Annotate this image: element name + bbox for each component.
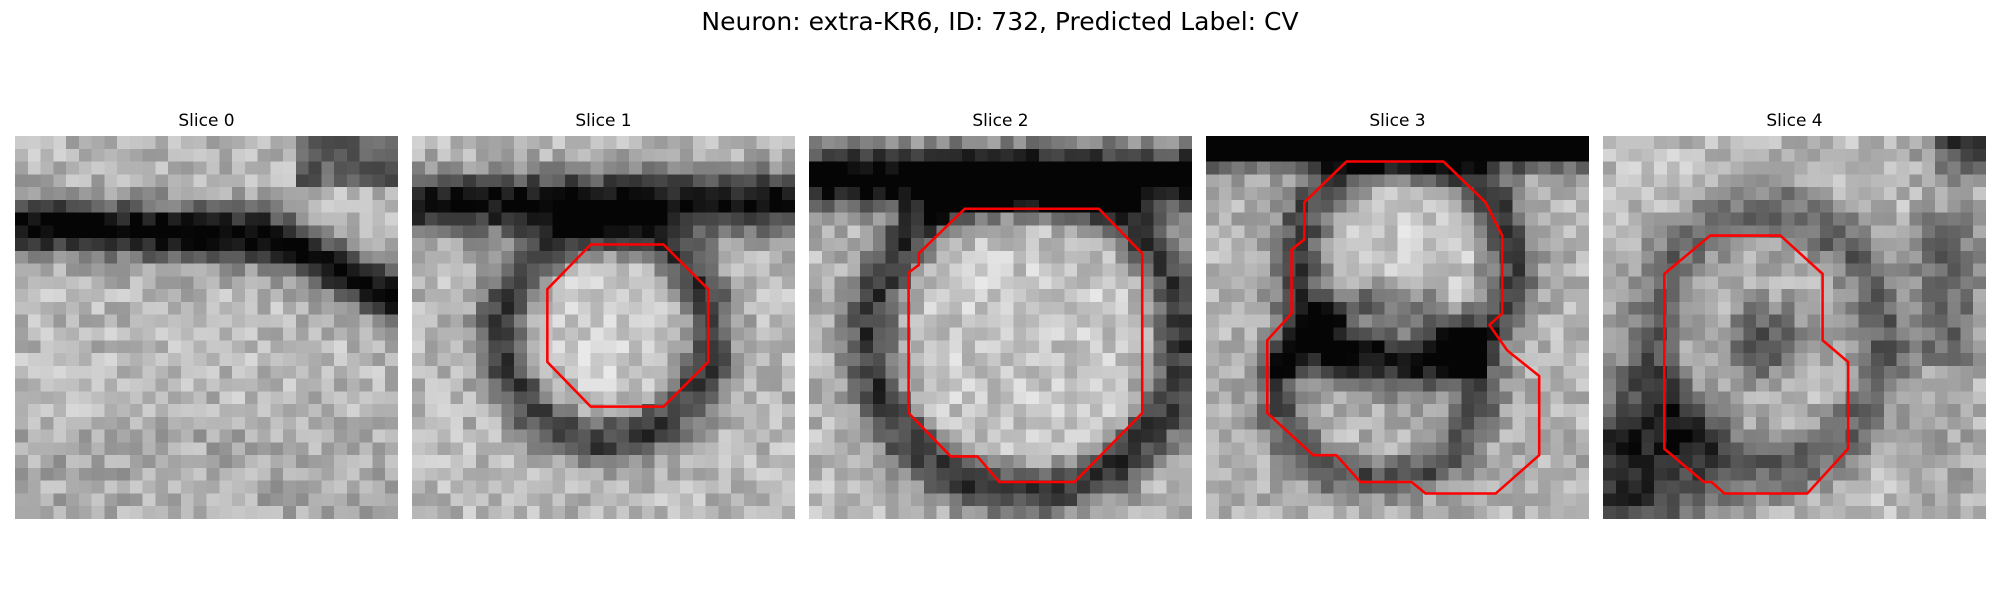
slice-panel-2: Slice 2	[809, 108, 1192, 519]
segmentation-contour	[1266, 160, 1541, 495]
segmentation-contour	[546, 243, 710, 408]
slice-title: Slice 1	[575, 111, 632, 131]
slice-image	[412, 136, 795, 519]
figure-title: Neuron: extra-KR6, ID: 732, Predicted La…	[701, 7, 1299, 36]
slice-title: Slice 2	[972, 111, 1029, 131]
slice-panel-1: Slice 1	[412, 108, 795, 519]
slice-title: Slice 3	[1369, 111, 1426, 131]
slice-image	[1603, 136, 1986, 519]
slice-panel-4: Slice 4	[1603, 108, 1986, 519]
segmentation-contour	[1663, 234, 1850, 495]
slice-title: Slice 0	[178, 111, 235, 131]
slice-panel-3: Slice 3	[1206, 108, 1589, 519]
slice-image	[809, 136, 1192, 519]
segmentation-contour	[907, 207, 1144, 484]
slice-image	[1206, 136, 1589, 519]
slice-title: Slice 4	[1766, 111, 1823, 131]
slice-panel-0: Slice 0	[15, 108, 398, 519]
slice-image	[15, 136, 398, 519]
